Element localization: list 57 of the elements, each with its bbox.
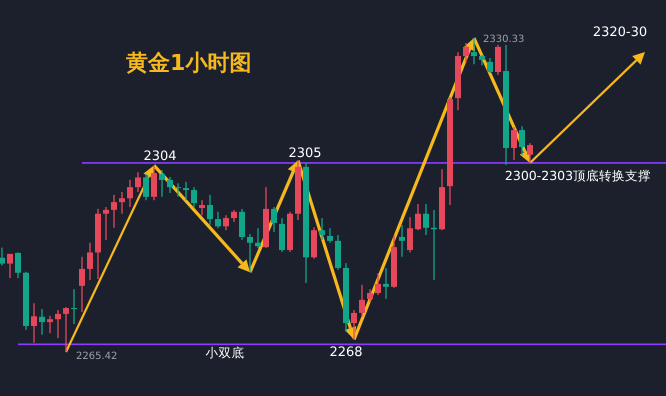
candlestick (175, 182, 181, 198)
candlestick (271, 206, 277, 233)
candlestick (47, 315, 53, 334)
annotation: 2265.42 (76, 351, 118, 362)
annotation: 2305 (288, 146, 322, 161)
candlestick (351, 309, 357, 340)
candlestick (71, 288, 77, 325)
candlestick (247, 233, 253, 273)
candlestick (231, 209, 237, 223)
candlestick (159, 170, 165, 198)
candlestick (143, 173, 149, 201)
candlestick (319, 217, 325, 241)
candlestick (151, 164, 157, 201)
candlestick (511, 126, 517, 161)
candlestick (119, 191, 125, 214)
candlestick (215, 211, 221, 229)
candlestick (39, 308, 45, 336)
text: 2320-30 (592, 25, 648, 40)
candlestick (127, 179, 133, 208)
candlestick (367, 288, 373, 302)
candlestick (519, 126, 525, 156)
candlestick (527, 142, 533, 164)
annotation: 2268 (329, 345, 363, 360)
candlestick (63, 306, 69, 353)
candlestick (183, 181, 189, 201)
candlestick (199, 200, 205, 216)
candlestick (383, 267, 389, 300)
text: 黄金1小时图 (125, 51, 252, 76)
candlestick (415, 203, 421, 231)
candlestick (111, 194, 117, 228)
candlestick (79, 256, 85, 313)
candlestick (15, 252, 21, 279)
annotation: 2304 (143, 149, 177, 164)
candlestick (471, 37, 477, 65)
ref-line-label: 2300-2303顶底转换支撑 (504, 168, 652, 183)
candlestick (407, 216, 413, 254)
candlestick (135, 171, 141, 193)
candlestick (463, 42, 469, 64)
candlestick (167, 176, 173, 194)
candlestick (375, 272, 381, 296)
candlestick (191, 186, 197, 209)
candlestick (0, 246, 5, 266)
candlestick (207, 194, 213, 226)
candlestick (359, 284, 365, 318)
candlestick (87, 242, 93, 281)
ref-line-label: 小双底 (206, 345, 244, 360)
candlestick (399, 224, 405, 258)
candlestick (223, 214, 229, 231)
candlestick (327, 228, 333, 244)
annotation: 2330.33 (483, 34, 524, 45)
candlestick (479, 54, 485, 66)
candlestick (55, 309, 61, 339)
candlestick (31, 302, 37, 344)
candlestick (423, 203, 429, 236)
candlestick (103, 206, 109, 241)
candlestick (7, 253, 13, 279)
candlestick (487, 57, 493, 74)
